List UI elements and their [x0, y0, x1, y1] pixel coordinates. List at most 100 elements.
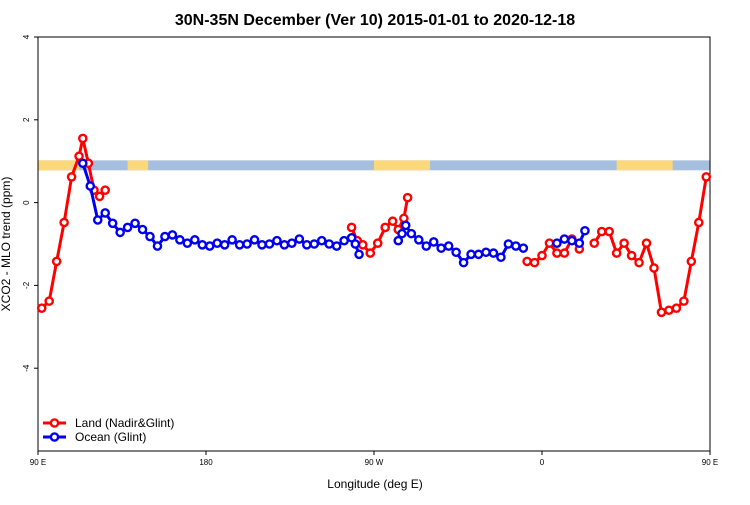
ocean-data-point — [496, 252, 506, 263]
ocean-data-point — [219, 240, 230, 250]
ocean-data-point — [264, 239, 275, 249]
ocean-data-point — [122, 222, 133, 233]
land-data-point — [671, 303, 682, 313]
ocean-data-point — [473, 249, 484, 260]
land-data-point — [357, 240, 368, 250]
land-data-point — [679, 296, 689, 306]
land-data-point — [701, 172, 712, 182]
ocean-data-point — [488, 248, 499, 258]
land-data-point — [656, 307, 667, 318]
ocean-data-point — [397, 228, 407, 239]
ocean-data-point — [413, 235, 424, 245]
x-axis-label: Longitude (deg E) — [327, 477, 422, 491]
land-ocean-mask-bar — [38, 160, 710, 171]
ocean-data-point — [182, 238, 193, 248]
land-series-line — [593, 176, 708, 314]
land-data-point — [529, 257, 540, 268]
y-tick-label: -2 — [22, 281, 31, 289]
ocean-data-point — [458, 257, 469, 268]
ocean-data-point — [152, 241, 163, 251]
land-data-point — [559, 248, 570, 258]
ocean-data-point — [466, 249, 476, 260]
ocean-data-point — [339, 235, 349, 246]
land-data-point — [544, 238, 555, 248]
land-data-point — [66, 172, 77, 182]
x-tick-label: 0 — [540, 458, 545, 467]
legend-ocean-marker — [49, 432, 60, 442]
legend-land-label: Land (Nadir&Glint) — [75, 416, 174, 430]
x-tick-label: 90 W — [365, 458, 384, 467]
ocean-data-point — [145, 231, 155, 242]
ocean-data-point — [234, 240, 245, 250]
ocean-data-point — [257, 240, 267, 250]
y-tick-label: -4 — [22, 364, 31, 372]
ocean-data-point — [85, 181, 96, 191]
ocean-data-point — [511, 241, 521, 251]
land-data-point — [552, 248, 562, 258]
land-data-point — [686, 256, 697, 267]
ocean-data-point — [301, 240, 312, 250]
land-data-point — [51, 256, 62, 267]
land-band — [38, 160, 80, 171]
land-data-point — [44, 296, 55, 306]
ocean-data-point — [567, 235, 577, 246]
ocean-data-point — [354, 249, 364, 260]
ocean-data-point — [481, 247, 491, 258]
ocean-data-point — [78, 158, 88, 169]
ocean-data-point — [204, 241, 215, 251]
land-data-point — [522, 256, 532, 267]
ocean-data-point — [428, 237, 439, 247]
land-data-point — [59, 217, 69, 228]
ocean-data-point — [137, 224, 148, 235]
ocean-data-point — [107, 218, 118, 229]
land-data-point — [100, 185, 110, 195]
legend-land-marker — [49, 418, 60, 428]
land-data-point — [365, 248, 376, 258]
ocean-data-point — [167, 230, 178, 240]
ocean-data-point — [212, 238, 222, 248]
ocean-data-point — [242, 239, 252, 249]
ocean-data-point — [309, 239, 320, 249]
ocean-data-point — [249, 235, 260, 245]
land-data-point — [634, 257, 644, 268]
ocean-data-point — [227, 235, 237, 245]
ocean-data-point — [115, 227, 125, 238]
series-layer — [36, 133, 712, 318]
ocean-data-point — [393, 235, 404, 246]
chart-title: 30N-35N December (Ver 10) 2015-01-01 to … — [175, 12, 575, 29]
land-data-point — [694, 217, 704, 228]
ocean-data-point — [197, 240, 208, 250]
ocean-data-point — [324, 239, 335, 249]
land-band — [616, 160, 673, 171]
y-axis-label: XCO2 - MLO trend (ppm) — [0, 177, 13, 312]
ocean-data-point — [316, 235, 327, 246]
x-axis: 90 E 180 90 W 0 90 E — [30, 451, 718, 467]
ocean-data-point — [272, 235, 282, 246]
land-data-point — [537, 250, 547, 261]
ocean-data-point — [552, 238, 562, 248]
ocean-data-point — [580, 225, 590, 236]
land-band — [127, 160, 149, 171]
ocean-data-point — [503, 239, 514, 249]
ocean-data-point — [294, 234, 305, 244]
land-data-point — [596, 226, 607, 237]
land-data-point — [641, 238, 652, 248]
land-data-point — [619, 238, 629, 248]
land-data-point — [380, 222, 391, 233]
land-data-point — [664, 305, 674, 316]
land-data-point — [36, 303, 47, 313]
legend: Land (Nadir&Glint)Ocean (Glint) — [43, 416, 174, 444]
y-tick-label: 0 — [22, 200, 31, 205]
ocean-data-point — [175, 235, 185, 245]
ocean-data-point — [574, 238, 585, 248]
land-data-point — [604, 226, 615, 237]
ocean-data-point — [443, 241, 454, 251]
ocean-data-point — [287, 238, 297, 248]
land-data-point — [649, 263, 659, 273]
y-tick-label: 2 — [22, 117, 31, 122]
ocean-data-point — [92, 215, 103, 225]
ocean-data-point — [189, 235, 200, 245]
ocean-data-point — [331, 241, 342, 251]
